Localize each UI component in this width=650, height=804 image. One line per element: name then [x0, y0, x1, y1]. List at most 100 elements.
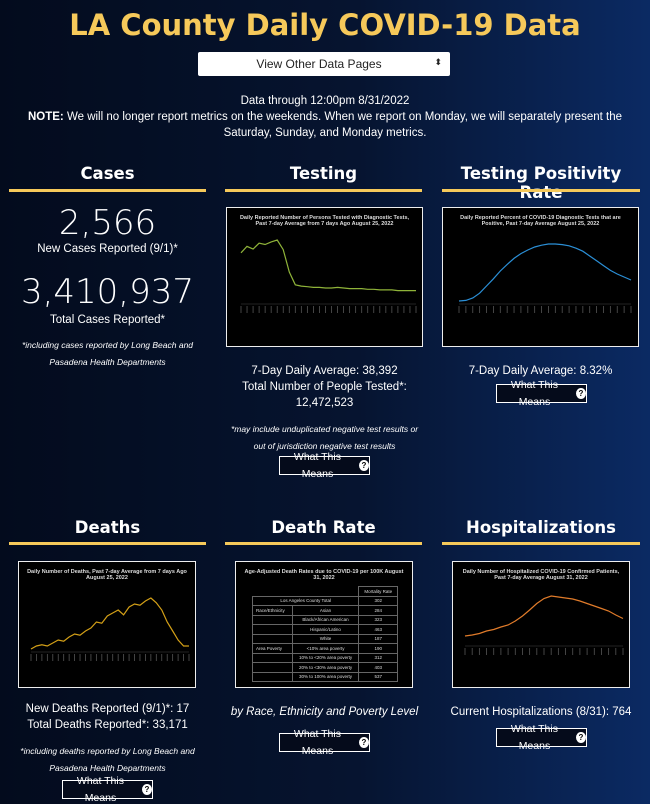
positivity-heading: Testing Positivity Rate	[460, 164, 622, 202]
row-subgroup: Asian	[291, 605, 360, 616]
cases-heading: Cases	[80, 164, 135, 183]
hospitalizations-chart-title: Daily Number of Hospitalized COVID-19 Co…	[462, 569, 620, 581]
hospitalizations-divider	[442, 542, 640, 545]
testing-what-this-means-button[interactable]: What This Means?	[279, 451, 370, 480]
current-hospitalizations: Current Hospitalizations (8/31): 764	[450, 706, 632, 718]
positivity-what-this-means-button[interactable]: What This Means?	[496, 379, 587, 408]
testing-chart-title: Daily Reported Number of Persons Tested …	[239, 215, 410, 227]
button-label: What This Means	[510, 378, 558, 408]
row-subgroup: 30% to 100% area poverty	[291, 671, 360, 682]
hospitalizations-heading: Hospitalizations	[466, 518, 616, 537]
row-value: 463	[358, 624, 398, 635]
row-group	[252, 671, 293, 682]
row-value: 302	[358, 595, 398, 606]
note-text: We will no longer report metrics on the …	[63, 111, 622, 139]
death-rate-table: Mortality Rate Los Angeles County Total 3…	[251, 586, 398, 682]
death-rate-table-image: Age-Adjusted Death Rates due to COVID-19…	[235, 561, 413, 688]
deaths-footnote: *including deaths reported by Long Beach…	[20, 746, 195, 773]
select-arrows-icon: ⬍	[434, 57, 442, 67]
positivity-chart: Daily Reported Percent of COVID-19 Diagn…	[442, 207, 639, 347]
deaths-divider	[9, 542, 206, 545]
positivity-chart-svg	[458, 243, 632, 313]
testing-total-value: 12,472,523	[295, 397, 354, 409]
testing-chart-svg	[240, 239, 417, 313]
question-circle-icon: ?	[575, 732, 586, 743]
death-rate-caption: by Race, Ethnicity and Poverty Level	[230, 706, 419, 718]
total-deaths: Total Deaths Reported*: 33,171	[27, 719, 188, 731]
death-rate-row: Area Poverty <10% area poverty 190	[252, 643, 398, 654]
mortality-col-header: Mortality Rate	[358, 586, 398, 597]
deaths-what-this-means-button[interactable]: What This Means?	[62, 775, 153, 804]
row-group	[252, 633, 293, 644]
row-value: 284	[358, 605, 398, 616]
new-cases-label: New Cases Reported (9/1)*	[37, 243, 178, 255]
deaths-heading: Deaths	[74, 518, 141, 537]
other-data-pages-select[interactable]: View Other Data Pages ⬍	[198, 52, 450, 76]
testing-avg: 7-Day Daily Average: 38,392	[251, 365, 398, 377]
row-value: 323	[358, 614, 398, 625]
row-value: 187	[358, 633, 398, 644]
death-rate-heading: Death Rate	[271, 518, 376, 537]
data-through: Data through 12:00pm 8/31/2022	[240, 95, 410, 107]
question-circle-icon: ?	[575, 388, 586, 399]
hospitalizations-chart: Daily Number of Hospitalized COVID-19 Co…	[452, 561, 630, 688]
total-cases-value: 3,410,937	[20, 272, 195, 312]
question-circle-icon: ?	[141, 784, 152, 795]
question-circle-icon: ?	[358, 737, 369, 748]
row-group: Race/Ethnicity	[252, 605, 293, 616]
row-subgroup: 10% to <20% area poverty	[291, 652, 360, 663]
page-title: LA County Daily COVID-19 Data	[69, 8, 581, 42]
death-rate-row: 20% to <30% area poverty 403	[252, 662, 398, 673]
question-circle-icon: ?	[358, 460, 369, 471]
deaths-chart-title: Daily Number of Deaths, Past 7-day Avera…	[27, 569, 187, 581]
death-rate-what-this-means-button[interactable]: What This Means?	[279, 728, 370, 757]
death-rate-row: Race/Ethnicity Asian 284	[252, 605, 398, 616]
testing-footnote: *may include unduplicated negative test …	[230, 424, 419, 451]
row-group	[252, 624, 293, 635]
testing-divider	[225, 189, 422, 192]
row-value: 190	[358, 643, 398, 654]
row-group: Los Angeles County Total	[251, 595, 360, 606]
series-line	[30, 597, 189, 650]
positivity-divider	[442, 189, 640, 192]
testing-chart: Daily Reported Number of Persons Tested …	[226, 207, 423, 347]
cases-divider	[9, 189, 206, 192]
total-cases-label: Total Cases Reported*	[49, 314, 166, 326]
death-rate-row: 10% to <20% area poverty 312	[252, 652, 398, 663]
note-label: NOTE:	[27, 111, 64, 123]
row-value: 403	[358, 662, 398, 673]
death-rate-chart-title: Age-Adjusted Death Rates due to COVID-19…	[244, 569, 404, 581]
button-label: What This Means	[510, 722, 558, 752]
weekend-note: NOTE: We will no longer report metrics o…	[10, 109, 640, 141]
row-subgroup: 20% to <30% area poverty	[291, 662, 360, 673]
testing-total-label: Total Number of People Tested*:	[242, 381, 407, 393]
row-subgroup: <10% area poverty	[291, 643, 360, 654]
button-label: What This Means	[293, 450, 341, 480]
cases-footnote: *including cases reported by Long Beach …	[21, 340, 194, 367]
row-value: 537	[358, 671, 398, 682]
button-label: What This Means	[293, 727, 341, 757]
row-subgroup: Black/African American	[291, 614, 360, 625]
row-subgroup: Hispanic/Latino	[291, 624, 360, 635]
row-group: Area Poverty	[252, 643, 293, 654]
series-line	[464, 595, 624, 637]
row-group	[252, 662, 293, 673]
death-rate-row: 30% to 100% area poverty 537	[252, 671, 398, 682]
death-rate-row: Black/African American 323	[252, 614, 398, 625]
death-rate-row: White 187	[252, 633, 398, 644]
positivity-avg: 7-Day Daily Average: 8.32%	[468, 365, 613, 377]
button-label: What This Means	[76, 774, 124, 804]
death-rate-row: Los Angeles County Total 302	[251, 595, 398, 606]
new-deaths: New Deaths Reported (9/1)*: 17	[25, 703, 190, 715]
deaths-chart: Daily Number of Deaths, Past 7-day Avera…	[18, 561, 196, 688]
hospitalizations-chart-svg	[464, 595, 624, 655]
row-subgroup: White	[291, 633, 360, 644]
hospitalizations-what-this-means-button[interactable]: What This Means?	[496, 723, 587, 752]
new-cases-value: 2,566	[58, 203, 157, 243]
row-value: 312	[358, 652, 398, 663]
row-group	[252, 614, 293, 625]
series-line	[458, 243, 632, 302]
deaths-chart-svg	[30, 597, 190, 661]
testing-heading: Testing	[289, 164, 358, 183]
death-rate-divider	[225, 542, 422, 545]
